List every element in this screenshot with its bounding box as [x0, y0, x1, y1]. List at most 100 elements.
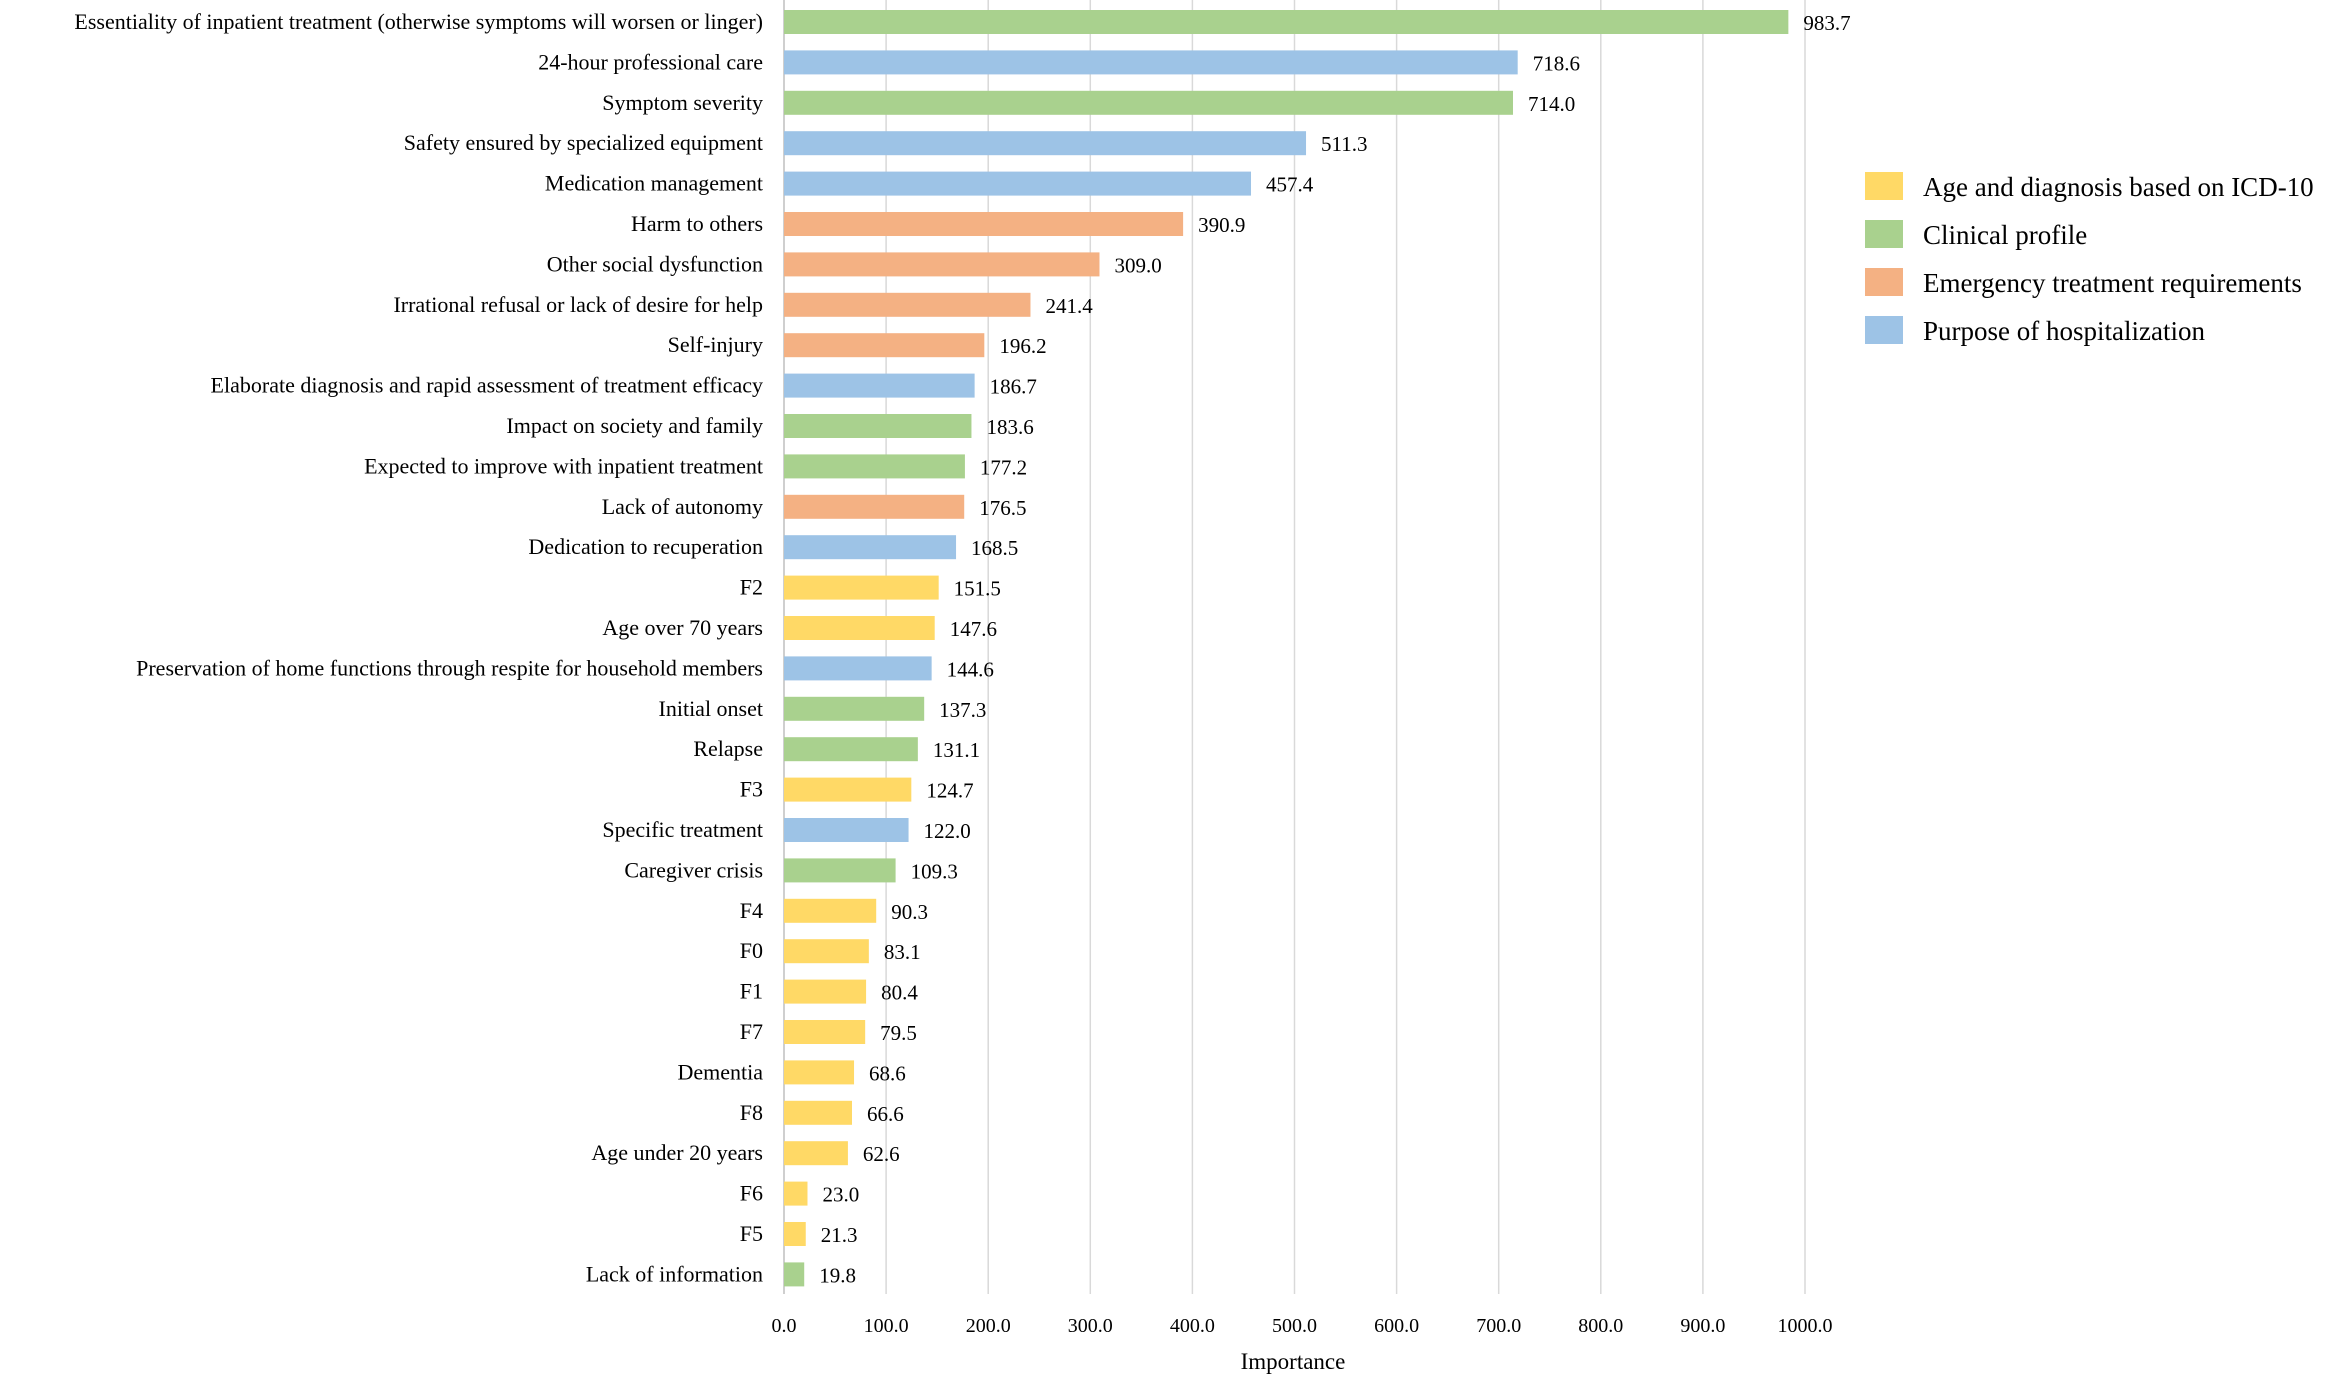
bar-27 [784, 1100, 852, 1125]
value-label: 177.2 [980, 455, 1027, 479]
bar-25 [784, 1020, 866, 1044]
category-label: Preservation of home functions through r… [136, 655, 763, 680]
category-label: Lack of autonomy [602, 494, 763, 519]
value-label: 151.5 [954, 577, 1001, 601]
category-label: Safety ensured by specialized equipment [404, 130, 763, 155]
value-label: 168.5 [971, 536, 1018, 560]
value-label: 66.6 [867, 1102, 904, 1126]
bar-3 [784, 131, 1307, 156]
category-label: F6 [740, 1181, 763, 1206]
category-label: Dementia [677, 1059, 763, 1084]
value-label: 186.7 [990, 375, 1037, 399]
legend-swatch-clinical [1865, 220, 1903, 248]
category-label: Dedication to recuperation [528, 534, 763, 559]
x-tick-label: 400.0 [1170, 1315, 1215, 1337]
category-label: Essentiality of inpatient treatment (oth… [74, 9, 763, 34]
category-label: Age under 20 years [591, 1140, 763, 1165]
value-label: 79.5 [880, 1021, 917, 1045]
bar-18 [784, 737, 918, 762]
category-label: Other social dysfunction [547, 251, 763, 276]
category-label: Impact on society and family [506, 413, 763, 438]
bar-26 [784, 1060, 855, 1085]
legend-label-purpose: Purpose of hospitalization [1923, 316, 2205, 346]
category-label: Medication management [545, 171, 763, 196]
legend-label-clinical: Clinical profile [1923, 220, 2087, 250]
category-label: F8 [740, 1100, 763, 1125]
x-tick-label: 300.0 [1068, 1315, 1113, 1337]
bar-29 [784, 1181, 808, 1206]
x-tick-label: 200.0 [966, 1315, 1011, 1337]
category-label: F1 [740, 979, 763, 1004]
value-label: 718.6 [1533, 51, 1580, 75]
bar-5 [784, 212, 1184, 236]
category-label: Specific treatment [602, 817, 763, 842]
bar-1 [784, 50, 1518, 75]
bars [784, 10, 1789, 1287]
value-labels: 983.7 718.6 714.0 511.3 457.4 390.9 309.0 241.4… [819, 11, 1850, 1287]
value-label: 511.3 [1321, 132, 1367, 156]
value-label: 144.6 [947, 657, 994, 681]
legend: Age and diagnosis based on ICD-10 Clinica… [1865, 172, 2314, 346]
legend-swatch-purpose [1865, 316, 1903, 344]
category-label: Age over 70 years [602, 615, 763, 640]
x-tick-label: 1000.0 [1778, 1315, 1833, 1337]
category-label: F2 [740, 575, 763, 600]
bar-12 [784, 494, 965, 519]
x-tick-label: 900.0 [1680, 1315, 1725, 1337]
bar-20 [784, 818, 909, 842]
category-label: Caregiver crisis [624, 857, 763, 882]
bar-16 [784, 656, 932, 681]
value-label: 19.8 [819, 1263, 856, 1287]
category-label: Lack of information [586, 1261, 763, 1286]
x-tick-label: 100.0 [864, 1315, 909, 1337]
bar-8 [784, 333, 985, 358]
bar-21 [784, 858, 896, 883]
bar-10 [784, 414, 972, 438]
value-label: 122.0 [924, 819, 971, 843]
x-tick-labels: 0.0 100.0 200.0 300.0 400.0 500.0 600.0 700.0 80… [772, 1315, 1833, 1337]
legend-swatch-age [1865, 172, 1903, 200]
x-tick-label: 0.0 [772, 1315, 797, 1337]
value-label: 183.6 [986, 415, 1033, 439]
value-label: 83.1 [884, 940, 921, 964]
value-label: 21.3 [821, 1223, 858, 1247]
legend-label-emergency: Emergency treatment requirements [1923, 268, 2302, 298]
category-label: Irrational refusal or lack of desire for… [393, 292, 763, 317]
bar-14 [784, 575, 939, 600]
value-label: 68.6 [869, 1061, 906, 1085]
bar-31 [784, 1262, 805, 1287]
value-label: 124.7 [926, 779, 973, 803]
category-label: F4 [740, 898, 763, 923]
value-label: 62.6 [863, 1142, 900, 1166]
value-label: 714.0 [1528, 92, 1575, 116]
value-label: 137.3 [939, 698, 986, 722]
x-axis-title: Importance [1241, 1349, 1346, 1374]
category-label: Relapse [693, 736, 763, 761]
category-label: Self-injury [668, 332, 763, 357]
bar-9 [784, 373, 975, 398]
bar-6 [784, 252, 1100, 277]
value-label: 23.0 [822, 1183, 859, 1207]
value-label: 176.5 [979, 496, 1026, 520]
legend-label-age: Age and diagnosis based on ICD-10 [1923, 172, 2314, 202]
bar-4 [784, 171, 1252, 196]
value-label: 196.2 [999, 334, 1046, 358]
value-label: 90.3 [891, 900, 928, 924]
category-label: F0 [740, 938, 763, 963]
value-label: 983.7 [1803, 11, 1850, 35]
bar-0 [784, 10, 1789, 34]
category-label: F7 [740, 1019, 763, 1044]
bar-13 [784, 535, 957, 560]
category-label: F5 [740, 1221, 763, 1246]
category-label: 24-hour professional care [538, 49, 763, 74]
bar-11 [784, 454, 965, 479]
x-tick-label: 700.0 [1476, 1315, 1521, 1337]
x-tick-label: 500.0 [1272, 1315, 1317, 1337]
category-label: F3 [740, 777, 763, 802]
bar-15 [784, 616, 935, 640]
category-label: Harm to others [631, 211, 763, 236]
x-tick-label: 800.0 [1578, 1315, 1623, 1337]
value-label: 457.4 [1266, 173, 1314, 197]
